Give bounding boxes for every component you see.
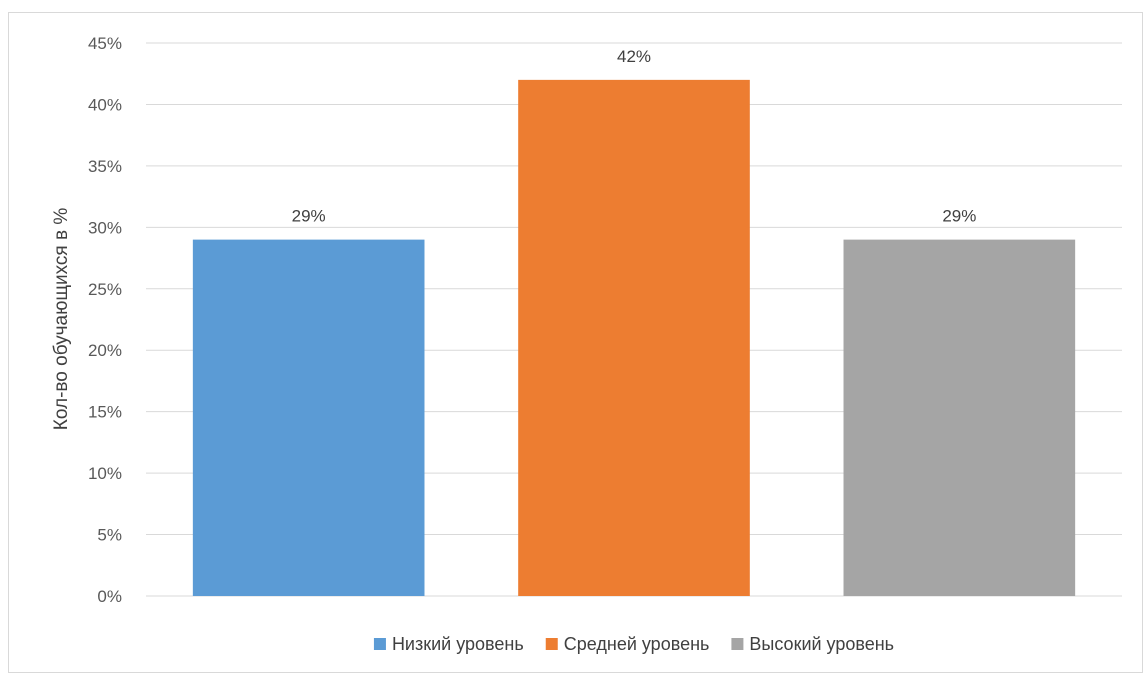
y-tick-label: 25% — [88, 280, 122, 299]
y-tick-label: 20% — [88, 341, 122, 360]
y-tick-label: 10% — [88, 464, 122, 483]
legend-swatch — [545, 638, 558, 650]
bar — [843, 239, 1076, 596]
legend-label: Средней уровень — [564, 634, 710, 654]
data-label: 42% — [617, 47, 651, 66]
legend: Низкий уровень Средней уровень Высокий уро… — [373, 634, 894, 654]
y-tick-label: 40% — [88, 95, 122, 114]
bar — [192, 239, 425, 596]
bar — [518, 79, 750, 596]
legend-item: Средней уровень — [545, 634, 710, 654]
legend-swatch — [373, 638, 386, 650]
data-label: 29% — [292, 207, 326, 226]
y-axis-title: Кол-во обучающихся в % — [51, 208, 72, 431]
y-tick-label: 5% — [97, 526, 122, 545]
legend-item: Высокий уровень — [731, 634, 894, 654]
y-axis-ticks: 0% 5% 10% 15% 20% 25% 30% 35% 40% 45% — [88, 34, 122, 606]
data-labels: 29% 42% 29% — [292, 47, 977, 226]
y-tick-label: 15% — [88, 403, 122, 422]
y-tick-label: 30% — [88, 218, 122, 237]
y-tick-label: 0% — [97, 587, 122, 606]
legend-label: Высокий уровень — [749, 634, 894, 654]
data-label: 29% — [942, 207, 976, 226]
legend-swatch — [731, 638, 744, 650]
bars — [192, 79, 1076, 596]
legend-label: Низкий уровень — [392, 634, 524, 654]
y-tick-label: 45% — [88, 34, 122, 53]
legend-item: Низкий уровень — [373, 634, 524, 654]
y-tick-label: 35% — [88, 157, 122, 176]
